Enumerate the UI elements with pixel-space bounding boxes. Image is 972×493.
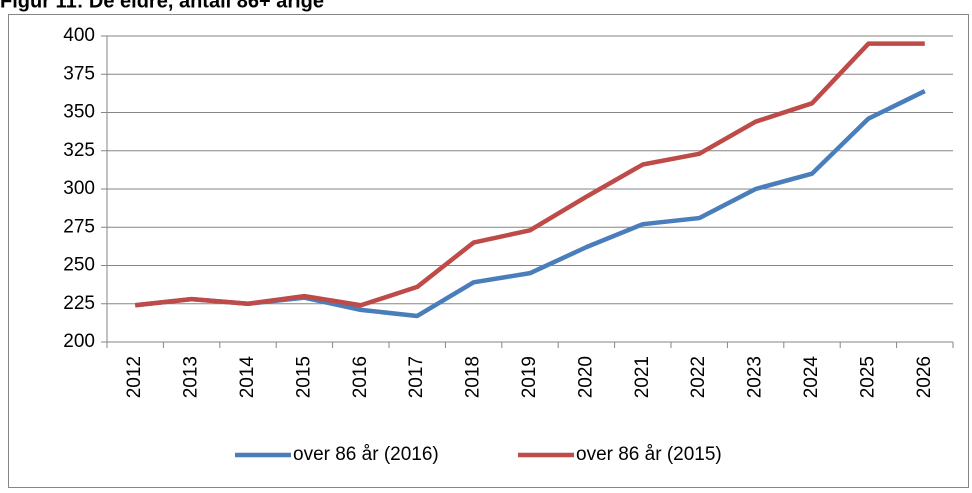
x-tick-label: 2015 (293, 356, 314, 398)
x-tick-label: 2016 (350, 356, 371, 398)
x-tick-label: 2012 (124, 356, 145, 398)
y-tick-label: 250 (63, 255, 95, 276)
chart-title: Figur 11: De eldre, antall 86+ årige (0, 0, 324, 12)
y-tick-label: 300 (63, 178, 95, 199)
y-tick-label: 375 (63, 63, 95, 84)
legend-label: over 86 år (2015) (576, 444, 722, 465)
x-tick-label: 2021 (632, 356, 653, 398)
series-line (134, 41, 925, 308)
x-tick-label: 2019 (519, 356, 540, 398)
x-tick-label: 2023 (745, 356, 766, 398)
y-tick-label: 350 (63, 102, 95, 123)
x-tick-label: 2014 (237, 356, 258, 399)
x-tick-label: 2026 (914, 356, 935, 398)
x-tick-label: 2017 (406, 356, 427, 398)
y-tick-label: 400 (63, 25, 95, 46)
x-tick-label: 2018 (463, 356, 484, 398)
x-tick-label: 2024 (801, 356, 822, 399)
y-tick-label: 200 (63, 331, 95, 352)
y-tick-label: 275 (63, 216, 95, 237)
y-tick-label: 325 (63, 140, 95, 161)
series-line (134, 89, 926, 319)
x-tick-label: 2025 (857, 356, 878, 398)
y-tick-label: 225 (63, 293, 95, 314)
x-tick-label: 2022 (688, 356, 709, 398)
legend-label: over 86 år (2016) (293, 444, 439, 465)
chart-frame (8, 14, 969, 488)
x-tick-label: 2013 (181, 356, 202, 398)
x-tick-label: 2020 (575, 356, 596, 398)
